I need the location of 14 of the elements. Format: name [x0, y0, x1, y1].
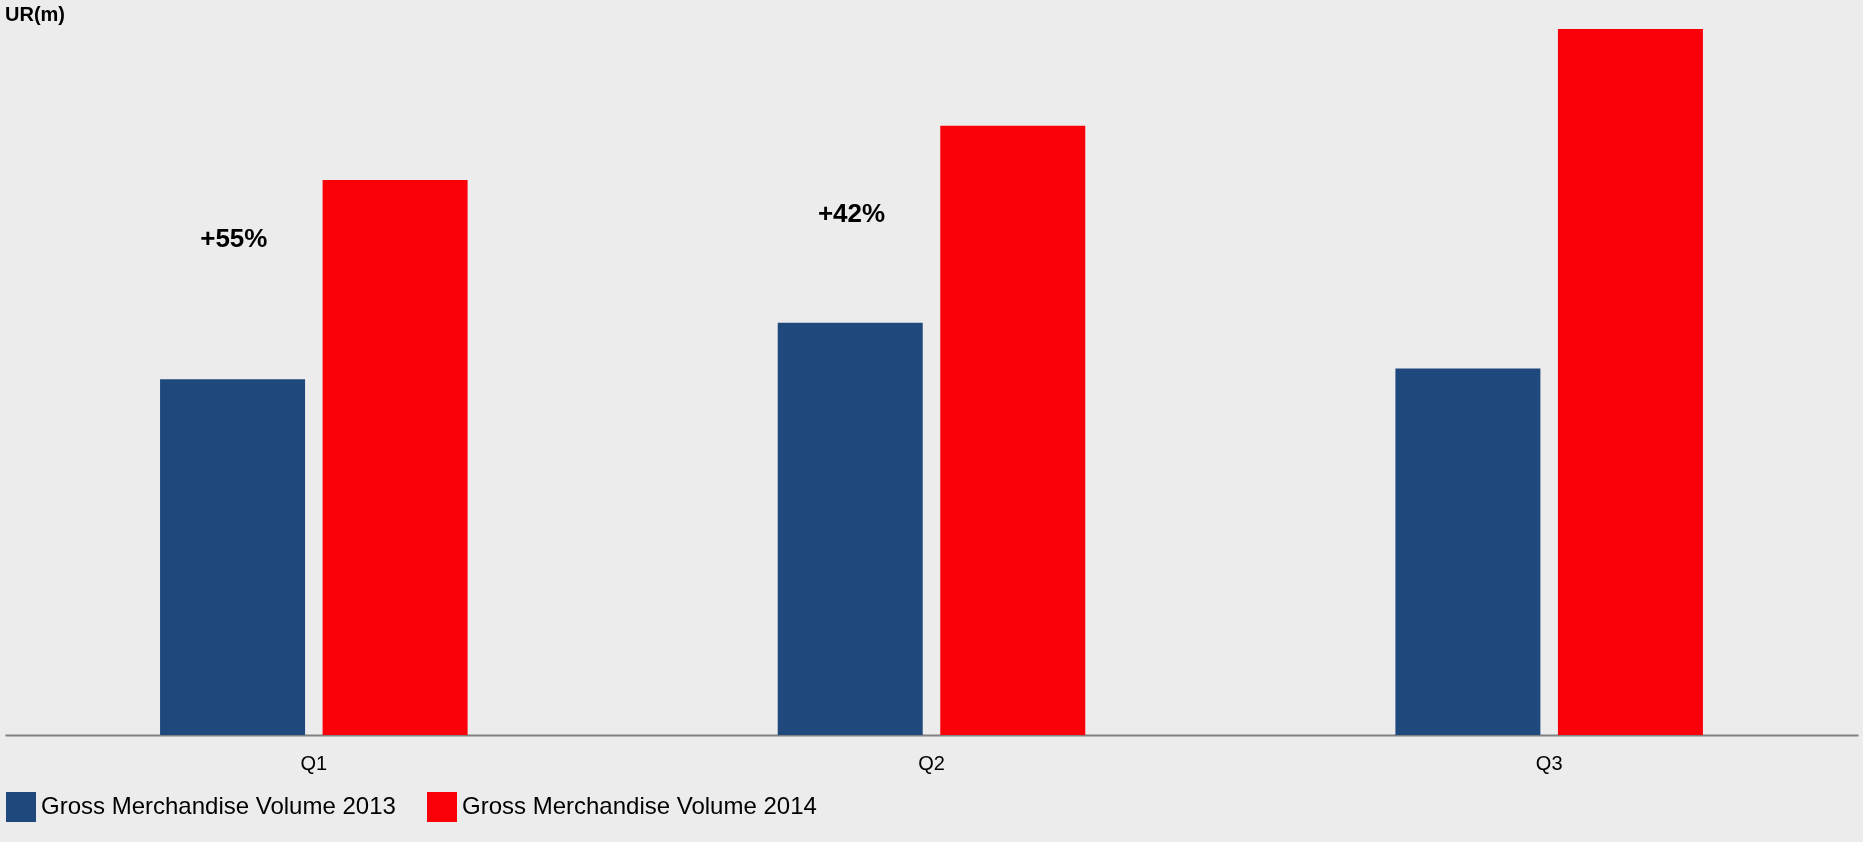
annotation: +42% [817, 198, 886, 228]
bar [1557, 29, 1703, 735]
annotation: +55% [200, 223, 268, 253]
bar [160, 379, 306, 735]
bar [322, 180, 468, 735]
legend-label: Gross Merchandise Volume 2014 [462, 792, 817, 819]
x-tick-label: Q2 [918, 751, 945, 774]
chart-title: UR(m) [5, 3, 65, 25]
legend-label: Gross Merchandise Volume 2013 [41, 792, 396, 819]
bar [777, 322, 923, 735]
bar [1395, 368, 1541, 735]
bar [940, 125, 1086, 735]
x-tick-label: Q3 [1535, 751, 1563, 774]
x-tick-label: Q1 [300, 751, 328, 774]
